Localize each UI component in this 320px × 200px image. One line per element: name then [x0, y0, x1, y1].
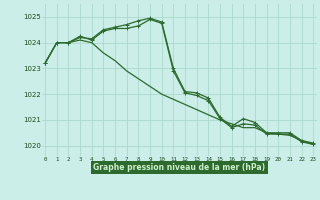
X-axis label: Graphe pression niveau de la mer (hPa): Graphe pression niveau de la mer (hPa) — [93, 163, 265, 172]
